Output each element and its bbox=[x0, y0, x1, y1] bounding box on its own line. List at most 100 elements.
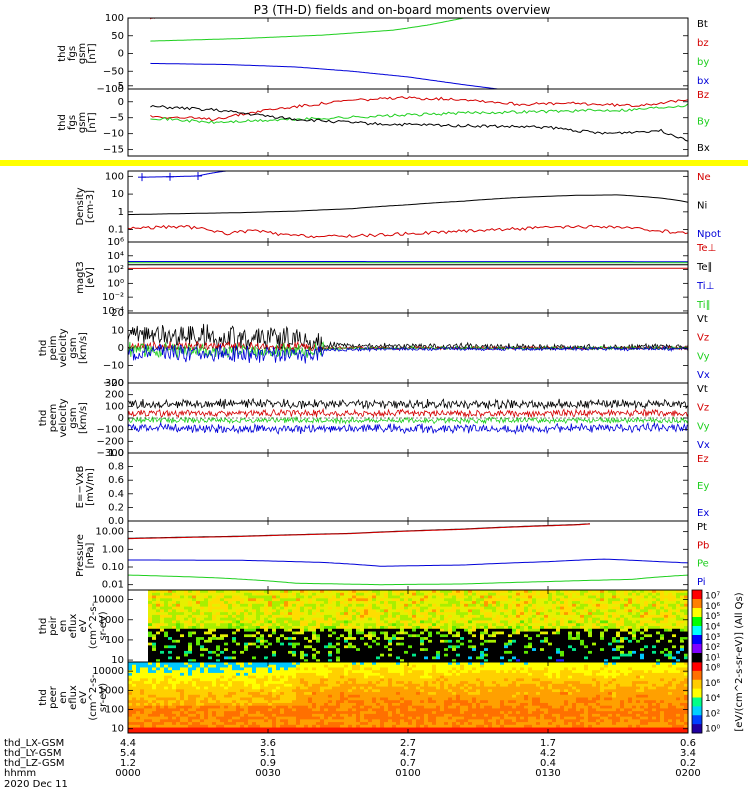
spectrogram-cell bbox=[660, 648, 665, 652]
spectrogram-cell bbox=[396, 634, 401, 638]
spectrogram-cell bbox=[260, 724, 265, 728]
spectrogram-cell bbox=[500, 626, 505, 630]
spectrogram-cell bbox=[444, 601, 449, 605]
spectrogram-cell bbox=[624, 642, 629, 646]
spectrogram-cell bbox=[616, 656, 621, 660]
spectrogram-cell bbox=[292, 623, 297, 627]
spectrogram-cell bbox=[468, 601, 473, 605]
spectrogram-cell bbox=[200, 628, 205, 632]
spectrogram-cell bbox=[152, 664, 157, 668]
y-tick-label: −100 bbox=[97, 84, 124, 95]
spectrogram-cell bbox=[652, 653, 657, 657]
spectrogram-cell bbox=[224, 590, 229, 594]
spectrogram-cell bbox=[416, 606, 421, 610]
spectrogram-cell bbox=[576, 612, 581, 616]
spectrogram-cell bbox=[284, 692, 289, 696]
spectrogram-cell bbox=[268, 637, 273, 641]
spectrogram-cell bbox=[232, 595, 237, 599]
spectrogram-cell bbox=[176, 631, 181, 635]
colorbar-swatch bbox=[692, 600, 702, 604]
spectrogram-cell bbox=[216, 727, 221, 731]
spectrogram-cell bbox=[208, 648, 213, 652]
spectrogram-cell bbox=[536, 620, 541, 624]
spectrogram-cell bbox=[432, 617, 437, 621]
spectrogram-cell bbox=[616, 592, 621, 596]
spectrogram-cell bbox=[668, 592, 673, 596]
spectrogram-cell bbox=[616, 598, 621, 602]
spectrogram-cell bbox=[336, 590, 341, 594]
spectrogram-cell bbox=[472, 642, 477, 646]
spectrogram-cell bbox=[592, 601, 597, 605]
spectrogram-cell bbox=[236, 683, 241, 687]
spectrogram-cell bbox=[444, 628, 449, 632]
spectrogram-cell bbox=[256, 719, 261, 723]
spectrogram-cell bbox=[268, 716, 273, 720]
spectrogram-cell bbox=[348, 620, 353, 624]
spectrogram-cell bbox=[376, 620, 381, 624]
spectrogram-cell bbox=[244, 606, 249, 610]
spectrogram-cell bbox=[564, 628, 569, 632]
spectrogram-cell bbox=[564, 612, 569, 616]
spectrogram-cell bbox=[392, 620, 397, 624]
spectrogram-cell bbox=[448, 603, 453, 608]
spectrogram-cell bbox=[664, 639, 669, 644]
spectrogram-cell bbox=[160, 631, 165, 635]
spectrogram-cell bbox=[624, 634, 629, 638]
spectrogram-cell bbox=[348, 612, 353, 616]
spectrogram-cell bbox=[332, 623, 337, 627]
spectrogram-cell bbox=[472, 634, 477, 638]
spectrogram-cell bbox=[588, 637, 593, 641]
spectrogram-cell bbox=[672, 628, 677, 632]
spectrogram-cell bbox=[496, 598, 501, 602]
spectrogram-cell bbox=[472, 656, 477, 660]
spectrogram-cell bbox=[236, 614, 241, 619]
spectrogram-cell bbox=[184, 713, 189, 718]
spectrogram-cell bbox=[188, 590, 193, 594]
spectrogram-cell bbox=[204, 730, 209, 733]
spectrogram-cell bbox=[184, 722, 189, 726]
spectrogram-cell bbox=[268, 609, 273, 613]
spectrogram-cell bbox=[644, 659, 649, 662]
spectrogram-cell bbox=[180, 662, 185, 666]
spectrogram-cell bbox=[596, 612, 601, 616]
spectrogram-cell bbox=[332, 634, 337, 638]
spectrogram-cell bbox=[172, 681, 177, 685]
spectrogram-cell bbox=[496, 590, 501, 594]
spectrogram-cell bbox=[224, 634, 229, 638]
spectrogram-cell bbox=[184, 700, 189, 704]
spectrogram-cell bbox=[264, 702, 269, 707]
spectrogram-cell bbox=[540, 617, 545, 621]
spectrogram-cell bbox=[596, 595, 601, 599]
spectrogram-cell bbox=[164, 639, 169, 644]
spectrogram-cell bbox=[352, 659, 357, 662]
spectrogram-cell bbox=[204, 590, 209, 594]
spectrogram-cell bbox=[528, 639, 533, 644]
spectrogram-cell bbox=[384, 595, 389, 599]
spectrogram-cell bbox=[148, 614, 153, 619]
spectrogram-cell bbox=[168, 675, 173, 679]
spectrogram-cell bbox=[268, 727, 273, 731]
spectrogram-cell bbox=[472, 609, 477, 613]
spectrogram-cell bbox=[188, 645, 193, 649]
spectrogram-cell bbox=[128, 713, 133, 718]
spectrogram-cell bbox=[268, 623, 273, 627]
spectrogram-cell bbox=[440, 648, 445, 652]
spectrogram-cell bbox=[156, 650, 161, 655]
spectrogram-cell bbox=[348, 634, 353, 638]
spectrogram-cell bbox=[608, 653, 613, 657]
spectrogram-cell bbox=[652, 595, 657, 599]
spectrogram-cell bbox=[152, 628, 157, 632]
legend-Ey: Ey bbox=[697, 481, 709, 492]
spectrogram-cell bbox=[492, 598, 497, 602]
spectrogram-cell bbox=[300, 606, 305, 610]
spectrogram-cell bbox=[196, 700, 201, 704]
spectrogram-cell bbox=[188, 606, 193, 610]
spectrogram-cell bbox=[448, 590, 453, 594]
spectrogram-cell bbox=[300, 659, 305, 662]
spectrogram-cell bbox=[580, 637, 585, 641]
spectrogram-cell bbox=[684, 590, 688, 594]
spectrogram-cell bbox=[328, 631, 333, 635]
spectrogram-cell bbox=[556, 617, 561, 621]
spectrogram-cell bbox=[172, 683, 177, 687]
spectrogram-cell bbox=[472, 623, 477, 627]
